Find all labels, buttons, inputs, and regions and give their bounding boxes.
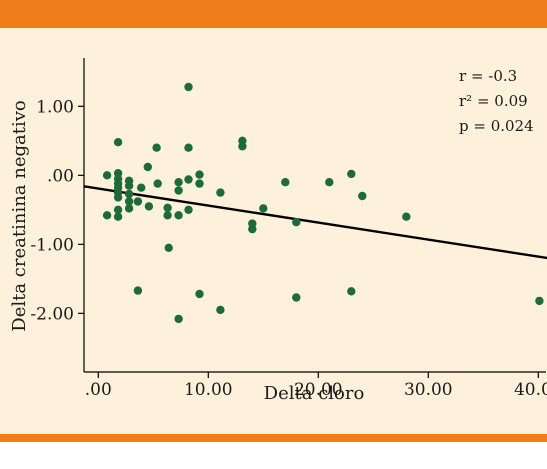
data-point: [184, 175, 193, 184]
bottom-band: [0, 434, 547, 442]
data-point: [113, 138, 123, 147]
data-point: [292, 218, 301, 227]
data-point: [402, 212, 411, 221]
data-point: [144, 202, 154, 211]
data-point: [152, 143, 161, 152]
data-point: [184, 82, 193, 92]
data-point: [124, 197, 134, 206]
data-point: [216, 305, 225, 315]
data-point: [133, 286, 143, 295]
data-point: [281, 178, 290, 187]
data-point: [174, 178, 183, 187]
data-point: [347, 169, 356, 179]
data-point: [174, 211, 183, 220]
data-point: [102, 211, 112, 220]
stat-p-value: p = 0.024: [459, 117, 534, 135]
data-point: [124, 181, 134, 190]
regression-line: [83, 185, 547, 260]
data-point: [195, 170, 204, 179]
stat-r: r = -0.3: [459, 67, 517, 85]
data-point: [184, 143, 193, 152]
x-tick-label: 20.00: [294, 380, 343, 400]
y-tick-label: 1.00: [36, 97, 74, 117]
data-point: [358, 191, 367, 201]
data-point: [174, 314, 183, 324]
data-point: [143, 162, 152, 172]
data-point: [164, 243, 173, 252]
data-point: [325, 178, 334, 187]
data-point: [137, 183, 146, 192]
top-band: [0, 0, 547, 28]
axes: [83, 58, 546, 373]
data-point: [113, 205, 123, 214]
bottom-margin: [0, 442, 547, 469]
y-tick-label: -1.00: [30, 235, 74, 255]
data-point: [153, 179, 162, 188]
data-point: [124, 189, 134, 199]
data-points: [102, 82, 544, 324]
data-point: [102, 171, 112, 180]
y-tick-label: -2.00: [30, 304, 74, 324]
data-point: [174, 186, 183, 195]
regression-line-group: [83, 185, 547, 260]
data-point: [133, 197, 143, 206]
y-tick-label: .00: [47, 166, 74, 186]
data-point: [163, 211, 172, 220]
data-point: [184, 205, 193, 214]
x-axis-label: Delta cloro: [264, 383, 365, 404]
x-ticks: .00 10.00 20.00 30.00 40.00: [85, 372, 547, 400]
data-point: [216, 188, 225, 197]
data-point: [238, 142, 247, 151]
data-point: [163, 203, 172, 212]
x-tick-label: 10.00: [184, 380, 233, 400]
data-point: [347, 287, 356, 296]
data-point: [259, 204, 268, 213]
data-point: [248, 224, 257, 234]
stats-box: r = -0.3 r² = 0.09 p = 0.024: [459, 67, 534, 135]
x-tick-label: .00: [85, 380, 112, 400]
data-point: [292, 293, 301, 302]
data-point: [195, 289, 204, 299]
y-axis-label: Delta creatinina negativo: [9, 100, 30, 331]
data-point: [124, 204, 134, 213]
data-point: [535, 296, 544, 306]
x-tick-label: 30.00: [404, 380, 453, 400]
x-tick-label: 40.00: [514, 380, 547, 400]
data-point: [195, 179, 204, 188]
stat-r-squared: r² = 0.09: [459, 92, 528, 110]
y-ticks: 1.00 .00 -1.00 -2.00: [30, 97, 84, 324]
data-point: [113, 212, 123, 221]
data-point: [113, 193, 123, 202]
